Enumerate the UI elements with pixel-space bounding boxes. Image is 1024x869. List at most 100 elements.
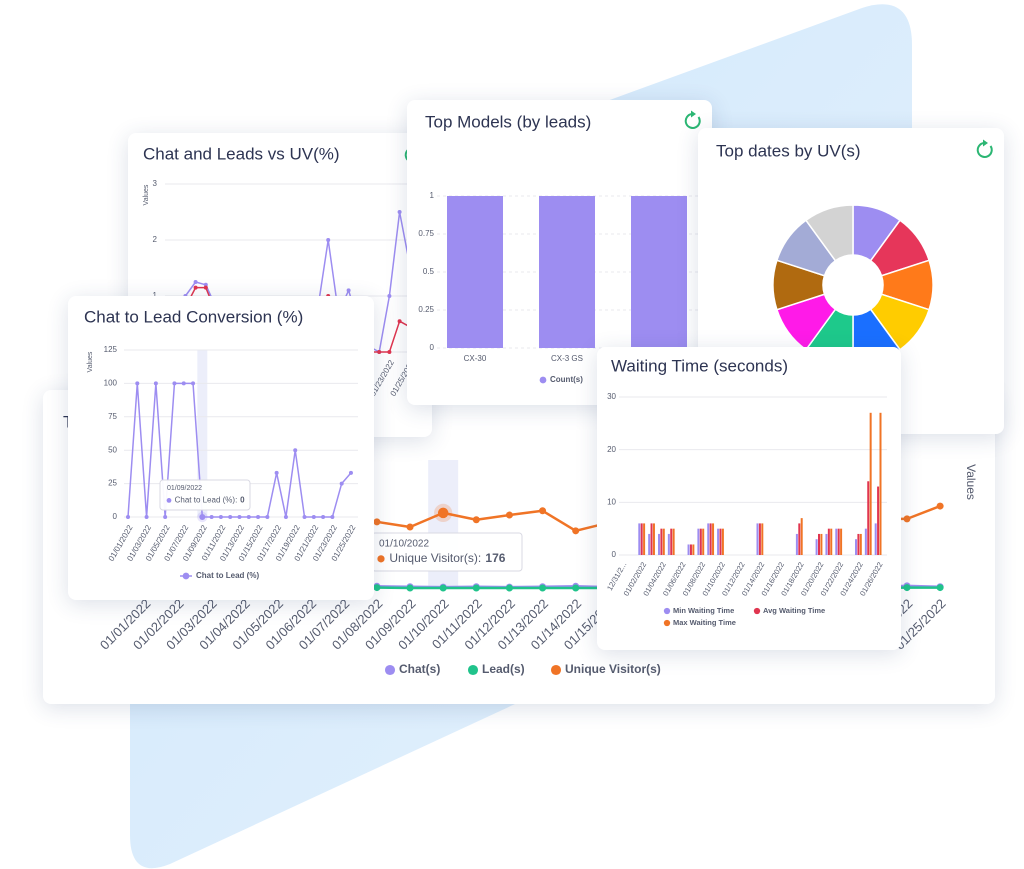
refresh-arc[interactable]	[684, 113, 701, 129]
refresh-arrow[interactable]	[691, 110, 696, 118]
bar	[864, 528, 867, 555]
point	[283, 515, 288, 519]
bar	[874, 523, 877, 555]
bar	[717, 528, 720, 555]
bar	[660, 528, 663, 555]
y-tick-label: 1	[153, 291, 158, 300]
point	[339, 481, 344, 486]
y-tick-label: 10	[607, 497, 616, 506]
bar	[667, 533, 670, 555]
legend-swatch	[467, 664, 479, 676]
bar	[830, 528, 833, 555]
point	[903, 515, 911, 523]
point	[373, 584, 381, 592]
tooltip-label: Unique Visitor(s):	[389, 551, 481, 565]
point	[936, 584, 944, 592]
point	[193, 285, 198, 290]
card: Waiting Time (seconds) 0 10 20 30 12/31/2...…	[597, 347, 901, 650]
y-tick-label: 125	[104, 345, 118, 354]
legend-swatch	[663, 619, 671, 627]
point	[330, 515, 335, 519]
point	[191, 381, 196, 386]
point	[572, 527, 580, 535]
chart-title: Top dates by UV(s)	[716, 141, 861, 160]
chart-title: Waiting Time (seconds)	[611, 356, 788, 375]
tooltip-text: Unique Visitor(s): 176	[389, 551, 505, 565]
y-tick-label: 75	[108, 412, 117, 421]
bar	[835, 528, 838, 555]
slice	[804, 204, 854, 262]
point	[346, 288, 351, 293]
bar	[640, 523, 643, 555]
refresh-arrow[interactable]	[983, 139, 988, 147]
y-tick-label: 2	[153, 235, 158, 244]
legend-swatch	[182, 572, 190, 580]
bar	[692, 544, 695, 555]
point	[406, 584, 414, 592]
point	[153, 381, 158, 386]
y-tick-label: 0.5	[423, 267, 435, 276]
legend-swatch	[753, 607, 761, 615]
tooltip: 01/09/2022 Chat to Lead (%): 0	[159, 479, 251, 511]
tooltip-swatch	[166, 498, 172, 503]
x-tick-label: CX-30	[464, 354, 487, 363]
refresh-icon[interactable]	[684, 110, 701, 129]
chart-title: Chat to Lead Conversion (%)	[84, 307, 303, 326]
y-tick-label: 1	[430, 191, 435, 200]
chart: Waiting Time (seconds) 010203012/31/2...…	[605, 356, 887, 627]
point	[539, 584, 547, 592]
legend-swatch	[550, 664, 562, 676]
bar	[758, 523, 761, 555]
bar	[670, 528, 673, 555]
bar	[648, 533, 651, 555]
point	[505, 511, 513, 519]
refresh-icon[interactable]	[976, 139, 993, 158]
tooltip-value: 0	[240, 496, 245, 505]
bar	[721, 528, 724, 555]
tooltip-date: 01/10/2022	[379, 538, 429, 549]
point	[203, 285, 208, 290]
bar	[687, 544, 690, 555]
point	[228, 515, 233, 519]
y-tick-label: 20	[607, 445, 616, 454]
bar	[877, 486, 880, 555]
point	[439, 584, 447, 592]
point	[387, 350, 392, 354]
tooltip-label: Chat to Lead (%):	[175, 496, 238, 505]
point	[302, 515, 307, 519]
tooltip-text: Chat to Lead (%): 0	[175, 496, 246, 505]
y-tick-label: 0	[113, 512, 118, 521]
point	[126, 515, 130, 519]
point	[293, 448, 298, 453]
bar	[658, 533, 660, 555]
bar	[879, 412, 882, 555]
tooltip-box	[159, 479, 251, 511]
legend-label: Lead(s)	[482, 662, 525, 676]
point	[246, 515, 251, 519]
refresh-arc[interactable]	[976, 142, 993, 158]
legend-label: Count(s)	[550, 375, 583, 384]
point	[472, 516, 480, 524]
x-tick-label: CX-3 GS	[551, 354, 583, 363]
bar	[857, 533, 860, 555]
y-axis-label: Values	[143, 184, 150, 205]
legend-label: Chat to Lead (%)	[196, 571, 259, 580]
bar	[689, 544, 692, 555]
bar	[707, 523, 710, 555]
point	[181, 381, 186, 386]
bar	[697, 528, 700, 555]
bar	[798, 523, 801, 555]
bar	[719, 528, 722, 555]
point	[397, 319, 402, 324]
tooltip-swatch	[377, 555, 385, 563]
bar	[761, 523, 764, 555]
legend-swatch	[663, 607, 671, 615]
point	[903, 584, 911, 592]
chart: Top Models (by leads) 0 0.25 0.5 0.75 1 CX-30…	[418, 110, 701, 384]
point	[505, 584, 513, 592]
tooltip-date: 01/09/2022	[167, 485, 202, 492]
point	[406, 523, 414, 531]
point	[203, 282, 208, 287]
y-tick-label: 30	[607, 392, 616, 401]
